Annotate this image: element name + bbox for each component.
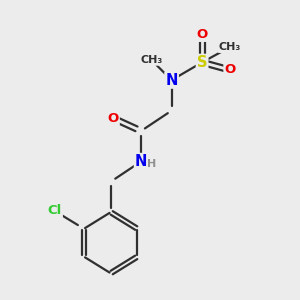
Text: Cl: Cl bbox=[48, 205, 62, 218]
Text: O: O bbox=[196, 28, 208, 41]
Text: CH₃: CH₃ bbox=[140, 55, 162, 65]
Text: N: N bbox=[165, 73, 178, 88]
Text: N: N bbox=[135, 154, 147, 169]
Text: O: O bbox=[107, 112, 119, 125]
Text: O: O bbox=[224, 64, 236, 76]
Text: S: S bbox=[197, 55, 207, 70]
Text: CH₃: CH₃ bbox=[219, 42, 241, 52]
Text: H: H bbox=[147, 159, 156, 169]
